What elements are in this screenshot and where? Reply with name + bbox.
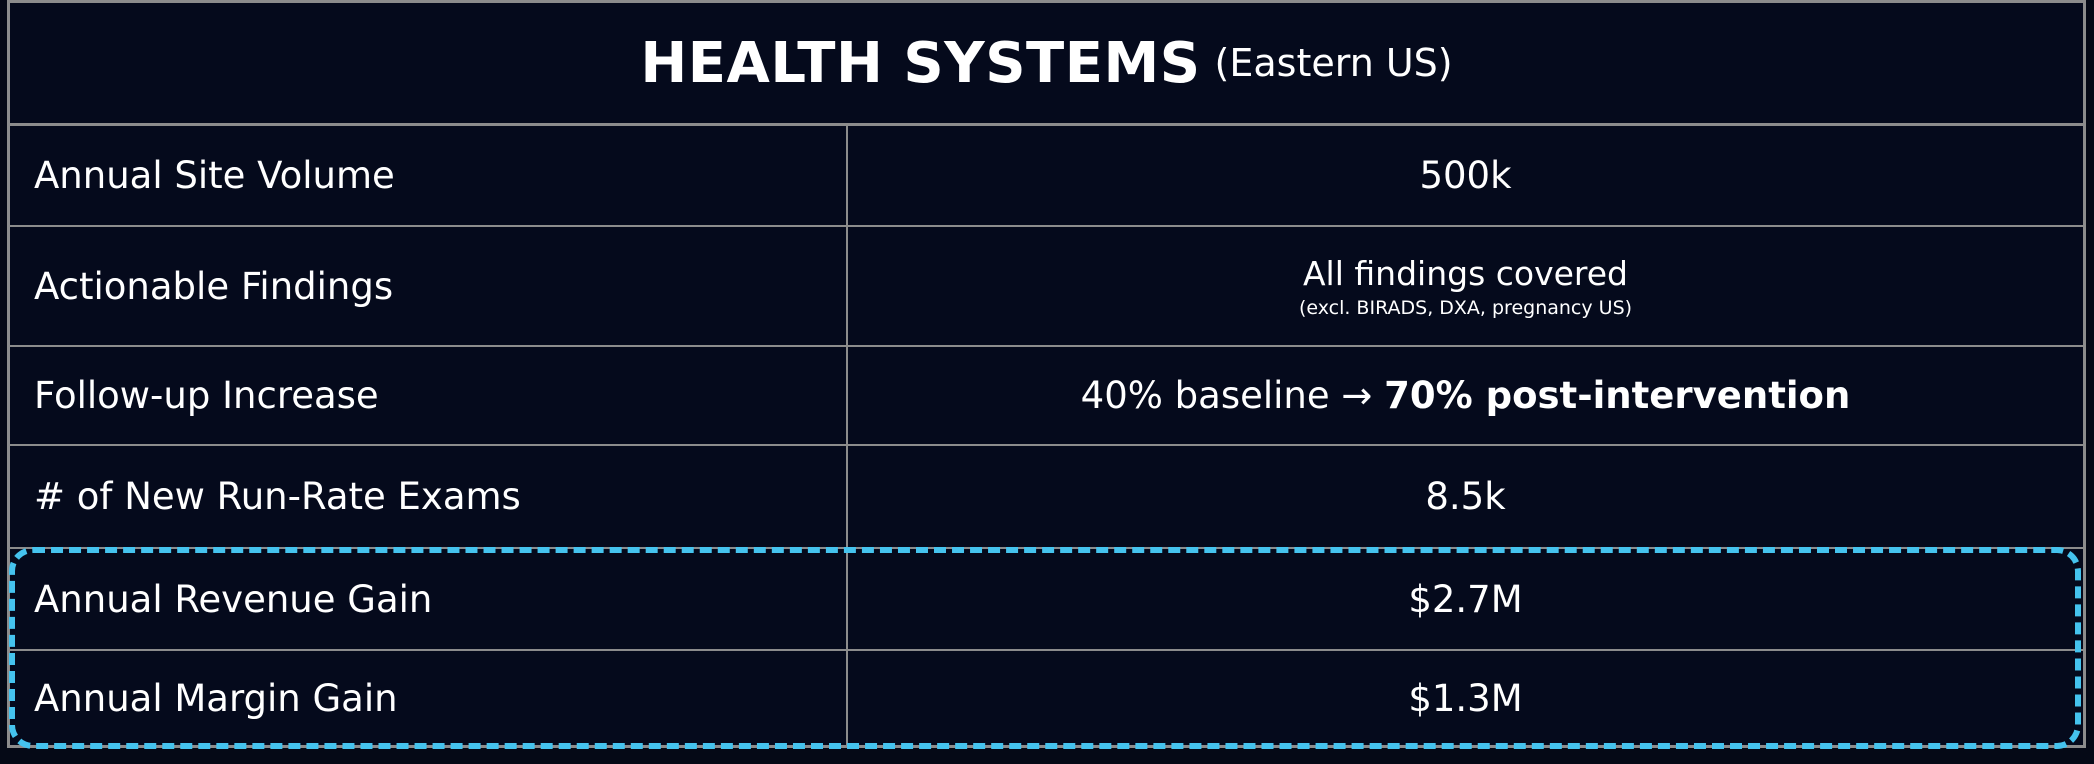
value-text: 500k — [1419, 154, 1512, 197]
row-value: 500k — [848, 126, 2083, 227]
value-text: All findings covered — [1302, 253, 1629, 293]
title: HEALTH SYSTEMS — [640, 30, 1201, 96]
row-label: Annual Site Volume — [10, 126, 848, 227]
row-label: Annual Margin Gain — [10, 651, 848, 745]
value-text: $1.3M — [1408, 676, 1523, 720]
row-value: 40% baseline → 70% post-intervention — [848, 347, 2083, 446]
row-value: All findings covered (excl. BIRADS, DXA,… — [848, 227, 2083, 347]
row-label: Follow-up Increase — [10, 347, 848, 446]
value-text: 8.5k — [1425, 475, 1506, 518]
value-line: 40% baseline → 70% post-intervention — [1081, 374, 1851, 417]
value-emphasis: 70% post-intervention — [1384, 374, 1851, 417]
value-text: 40% baseline → — [1080, 374, 1373, 417]
header: HEALTH SYSTEMS (Eastern US) — [10, 3, 2083, 126]
row-value: $2.7M — [848, 549, 2083, 651]
row-value: $1.3M — [848, 651, 2083, 745]
value-text: $2.7M — [1408, 577, 1523, 621]
row-value: 8.5k — [848, 446, 2083, 549]
table: HEALTH SYSTEMS (Eastern US) Annual Site … — [7, 0, 2086, 748]
row-label: # of New Run-Rate Exams — [10, 446, 848, 549]
value-note: (excl. BIRADS, DXA, pregnancy US) — [1298, 296, 1633, 319]
row-label: Actionable Findings — [10, 227, 848, 347]
subtitle: (Eastern US) — [1214, 41, 1453, 85]
row-label: Annual Revenue Gain — [10, 549, 848, 651]
